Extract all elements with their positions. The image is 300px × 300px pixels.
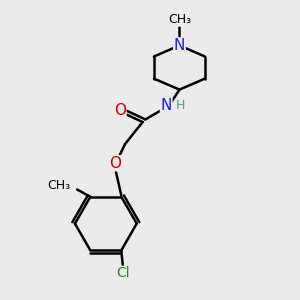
Text: H: H — [176, 99, 186, 112]
Text: CH₃: CH₃ — [47, 178, 70, 192]
Text: N: N — [174, 38, 185, 53]
Text: N: N — [160, 98, 172, 113]
Text: CH₃: CH₃ — [168, 13, 191, 26]
Text: Cl: Cl — [116, 266, 130, 280]
Text: O: O — [109, 156, 121, 171]
Text: O: O — [114, 103, 126, 118]
